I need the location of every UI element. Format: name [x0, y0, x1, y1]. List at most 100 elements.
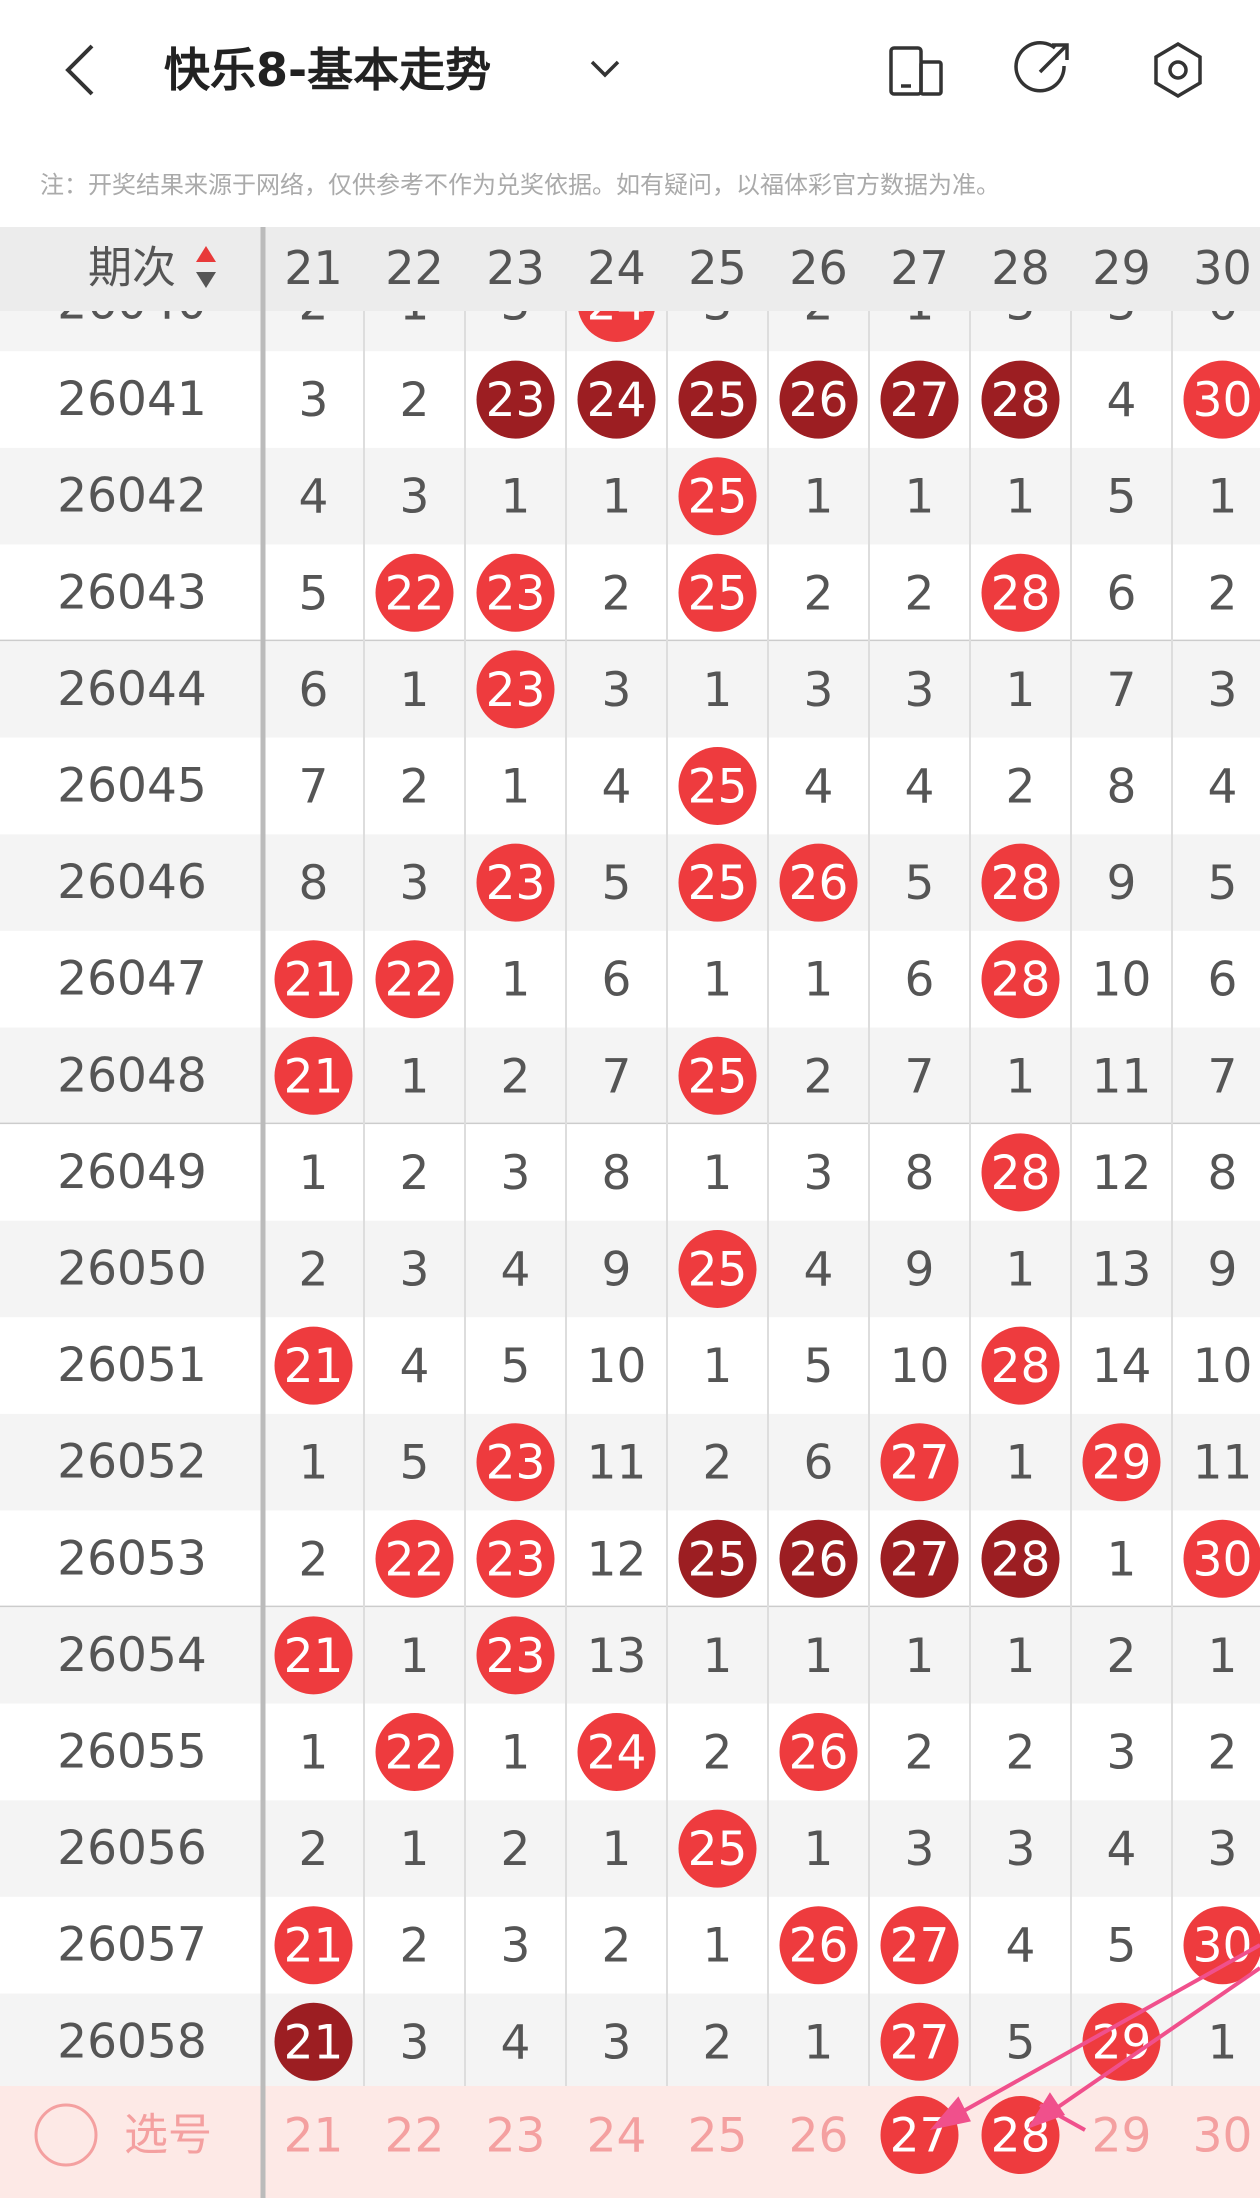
back-button[interactable] — [65, 44, 94, 96]
row-bg — [0, 1896, 1260, 1994]
column-header: 22 — [385, 241, 444, 295]
row-bg — [0, 1220, 1260, 1318]
cell: 1 — [400, 663, 430, 718]
cell: 3 — [602, 2015, 632, 2070]
pick-number[interactable]: 21 — [284, 2109, 344, 2164]
pick-number[interactable]: 23 — [486, 2109, 546, 2164]
ball-red — [577, 1713, 656, 1791]
pick-number[interactable]: 22 — [385, 2109, 445, 2164]
ball-dark — [880, 1519, 959, 1598]
cell: 22 — [385, 1532, 445, 1587]
pick-number[interactable]: 27 — [880, 2096, 959, 2174]
cell: 4 — [299, 470, 329, 525]
pick-label: 24 — [587, 2109, 647, 2164]
cell: 1 — [804, 2015, 834, 2070]
cell: 11 — [1092, 1049, 1152, 1104]
pick-label: 21 — [284, 2109, 344, 2164]
ball-red — [375, 940, 454, 1019]
ball-red — [880, 1906, 959, 1985]
cell: 6 — [1107, 566, 1137, 621]
pick-number[interactable]: 25 — [688, 2109, 748, 2164]
period: 26047 — [57, 952, 207, 1007]
cell: 28 — [991, 1339, 1051, 1394]
pick-number[interactable]: 26 — [789, 2109, 849, 2164]
title: 快乐8-基本走势 — [164, 43, 491, 97]
row-bg — [0, 1607, 1260, 1704]
cell: 10 — [1193, 1339, 1253, 1394]
ball-red — [476, 1519, 555, 1598]
cell: 1 — [1006, 1049, 1036, 1104]
cell: 2 — [1208, 1726, 1238, 1781]
cell: 2 — [905, 566, 935, 621]
pick-number[interactable]: 29 — [1092, 2109, 1152, 2164]
cell: 5 — [905, 856, 935, 911]
pick-label: 29 — [1092, 2109, 1152, 2164]
cell: 1 — [804, 1822, 834, 1877]
cell: 4 — [804, 760, 834, 815]
pick-label: 25 — [688, 2109, 748, 2164]
ball-red — [678, 747, 757, 825]
cell: 26 — [789, 373, 849, 428]
period: 26054 — [57, 1628, 207, 1683]
select-all[interactable] — [34, 2103, 98, 2167]
column-header: 24 — [587, 241, 646, 295]
ball-red — [678, 1230, 757, 1308]
cell: 3 — [1208, 663, 1238, 718]
cell: 2 — [1107, 1629, 1137, 1684]
sort-down[interactable] — [196, 272, 216, 288]
period: 26053 — [57, 1531, 207, 1586]
cell: 21 — [284, 2015, 344, 2070]
cell: 28 — [991, 373, 1051, 428]
cell: 28 — [991, 856, 1051, 911]
period: 26042 — [57, 469, 207, 524]
cell: 1 — [1107, 1532, 1137, 1587]
cell: 2 — [400, 373, 430, 428]
pick-label: 23 — [486, 2109, 546, 2164]
cell: 28 — [991, 1532, 1051, 1587]
ball-dark — [274, 2002, 353, 2081]
cell: 2 — [501, 1049, 531, 1104]
cell: 21 — [284, 953, 344, 1008]
ball-red — [981, 1326, 1060, 1405]
cell: 21 — [284, 1339, 344, 1394]
cell: 25 — [688, 373, 748, 428]
cell: 3 — [905, 1822, 935, 1877]
screen-icon[interactable] — [889, 46, 943, 96]
ball-red — [476, 843, 555, 922]
table-header-bg — [0, 227, 1260, 311]
cell: 1 — [804, 470, 834, 525]
cell: 3 — [501, 1146, 531, 1201]
ball-red — [678, 1036, 757, 1115]
ball-red — [476, 553, 555, 632]
ball-dark — [981, 360, 1060, 439]
cell: 3 — [804, 663, 834, 718]
cell: 28 — [991, 1146, 1051, 1201]
pick-number[interactable]: 24 — [587, 2109, 647, 2164]
cell: 2 — [299, 1822, 329, 1877]
share-icon[interactable] — [1014, 41, 1069, 93]
sort-up[interactable] — [196, 246, 216, 262]
cell: 25 — [688, 856, 748, 911]
cell: 12 — [1092, 1146, 1152, 1201]
cell: 3 — [400, 856, 430, 911]
cell: 1 — [501, 760, 531, 815]
pick-number[interactable]: 30 — [1193, 2109, 1253, 2164]
cell: 3 — [1006, 1822, 1036, 1877]
period: 26056 — [57, 1821, 207, 1876]
dropdown[interactable] — [590, 60, 620, 78]
cell: 26 — [789, 856, 849, 911]
period: 26052 — [57, 1435, 207, 1490]
row-bg — [0, 737, 1260, 835]
ball-red — [678, 553, 757, 632]
cell: 1 — [905, 1629, 935, 1684]
pick-label: 26 — [789, 2109, 849, 2164]
ball-selected — [880, 2096, 959, 2174]
cell: 5 — [1006, 2015, 1036, 2070]
settings-icon[interactable] — [1154, 41, 1202, 99]
cell: 22 — [385, 953, 445, 1008]
period-header[interactable]: 期次 — [88, 243, 176, 294]
cell: 11 — [587, 1436, 647, 1491]
ball-dark — [779, 1519, 858, 1598]
cell: 1 — [1006, 1436, 1036, 1491]
cell: 5 — [804, 1339, 834, 1394]
